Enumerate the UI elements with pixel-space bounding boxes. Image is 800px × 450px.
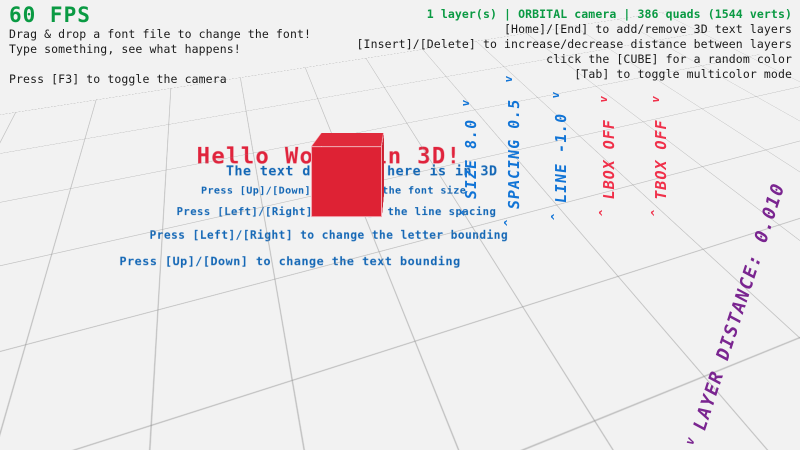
hint-type: Type something, see what happens! <box>9 42 241 56</box>
hud-left-panel: 60 FPS Drag & drop a font file to change… <box>9 3 311 87</box>
info-multicolor: [Tab] to toggle multicolor mode <box>574 67 792 81</box>
hint-dragdrop: Drag & drop a font file to change the fo… <box>9 27 312 41</box>
info-cube-color: click the [CUBE] for a random color <box>546 52 792 66</box>
hud-right-panel: 1 layer(s) | ORBITAL camera | 386 quads … <box>357 6 792 82</box>
fps-counter: 60 FPS <box>9 3 91 27</box>
cube-object[interactable] <box>311 132 384 218</box>
info-layers: [Home]/[End] to add/remove 3D text layer… <box>504 22 792 36</box>
cube-face-front <box>311 146 382 218</box>
info-distance: [Insert]/[Delete] to increase/decrease d… <box>356 37 792 51</box>
cube-face-top <box>311 132 384 147</box>
hint-camera: Press [F3] to toggle the camera <box>9 72 227 86</box>
status-line: 1 layer(s) | ORBITAL camera | 386 quads … <box>426 7 792 21</box>
cube-face-right <box>381 132 384 218</box>
